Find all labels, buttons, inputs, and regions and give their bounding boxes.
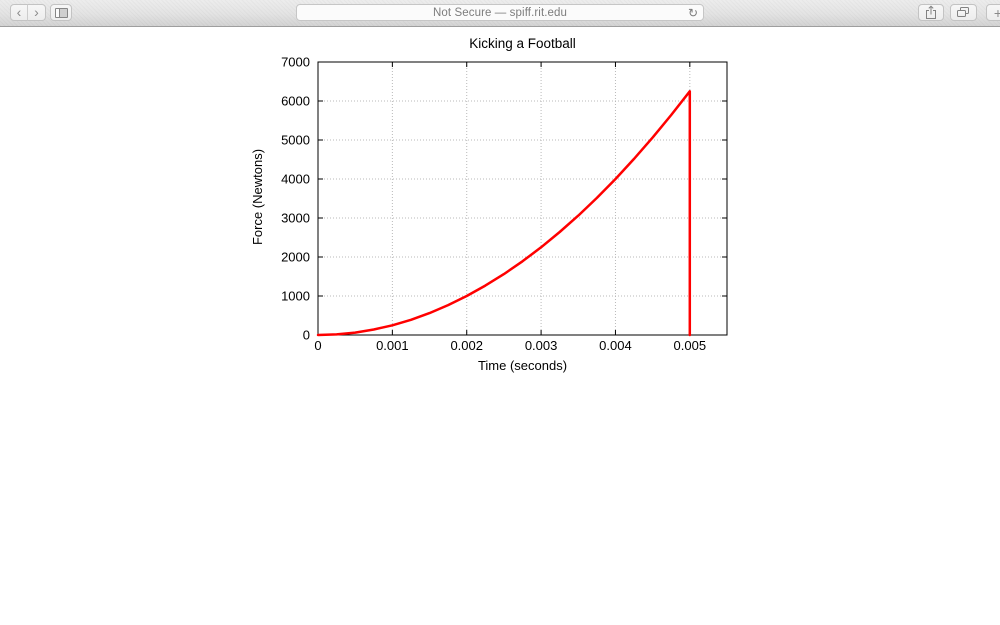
forward-button[interactable]: › <box>27 4 46 21</box>
x-tick-label: 0.004 <box>599 338 632 353</box>
plot-frame <box>317 61 728 336</box>
y-tick-label: 1000 <box>281 289 310 304</box>
back-chevron-icon: ‹ <box>16 3 22 20</box>
y-tick-label: 4000 <box>281 172 310 187</box>
sidebar-button[interactable] <box>50 4 72 21</box>
y-tick-label: 0 <box>303 328 310 343</box>
x-tick-label: 0.001 <box>376 338 409 353</box>
y-tick-label: 7000 <box>281 55 310 70</box>
x-tick-label: 0.002 <box>450 338 483 353</box>
y-tick-label: 3000 <box>281 211 310 226</box>
share-button[interactable] <box>918 4 944 21</box>
forward-chevron-icon: › <box>34 3 39 20</box>
address-text: Not Secure — spiff.rit.edu <box>432 6 568 19</box>
nav-button-group: ‹ › <box>10 4 46 21</box>
y-axis-label: Force (Newtons) <box>250 149 265 245</box>
new-tab-button[interactable]: + <box>986 4 1000 21</box>
force-curve <box>316 90 692 337</box>
back-button[interactable]: ‹ <box>10 4 28 21</box>
sidebar-icon <box>54 7 68 18</box>
y-tick-label: 5000 <box>281 133 310 148</box>
page-content: 0 0.001 0.002 0.003 0.004 0.005 0 1000 2000 3000 4… <box>0 27 1000 624</box>
tabs-overview-button[interactable] <box>950 4 977 21</box>
x-tick-label: 0 <box>314 338 321 353</box>
x-axis-label: Time (seconds) <box>478 358 567 373</box>
tabs-overview-icon <box>957 7 970 18</box>
y-tick-label: 2000 <box>281 250 310 265</box>
x-tick-label: 0.003 <box>525 338 558 353</box>
chart-title: Kicking a Football <box>469 36 576 51</box>
reload-icon[interactable]: ↻ <box>687 6 698 20</box>
plus-icon: + <box>994 6 1000 20</box>
address-bar[interactable]: Not Secure — spiff.rit.edu ↻ <box>296 4 704 21</box>
browser-toolbar: ‹ › Not Secure — spiff.rit.edu ↻ <box>0 0 1000 27</box>
y-tick-label: 6000 <box>281 94 310 109</box>
kicking-football-chart: 0 0.001 0.002 0.003 0.004 0.005 0 1000 2000 3000 4… <box>250 36 728 373</box>
x-tick-label: 0.005 <box>674 338 707 353</box>
share-icon <box>926 5 936 19</box>
